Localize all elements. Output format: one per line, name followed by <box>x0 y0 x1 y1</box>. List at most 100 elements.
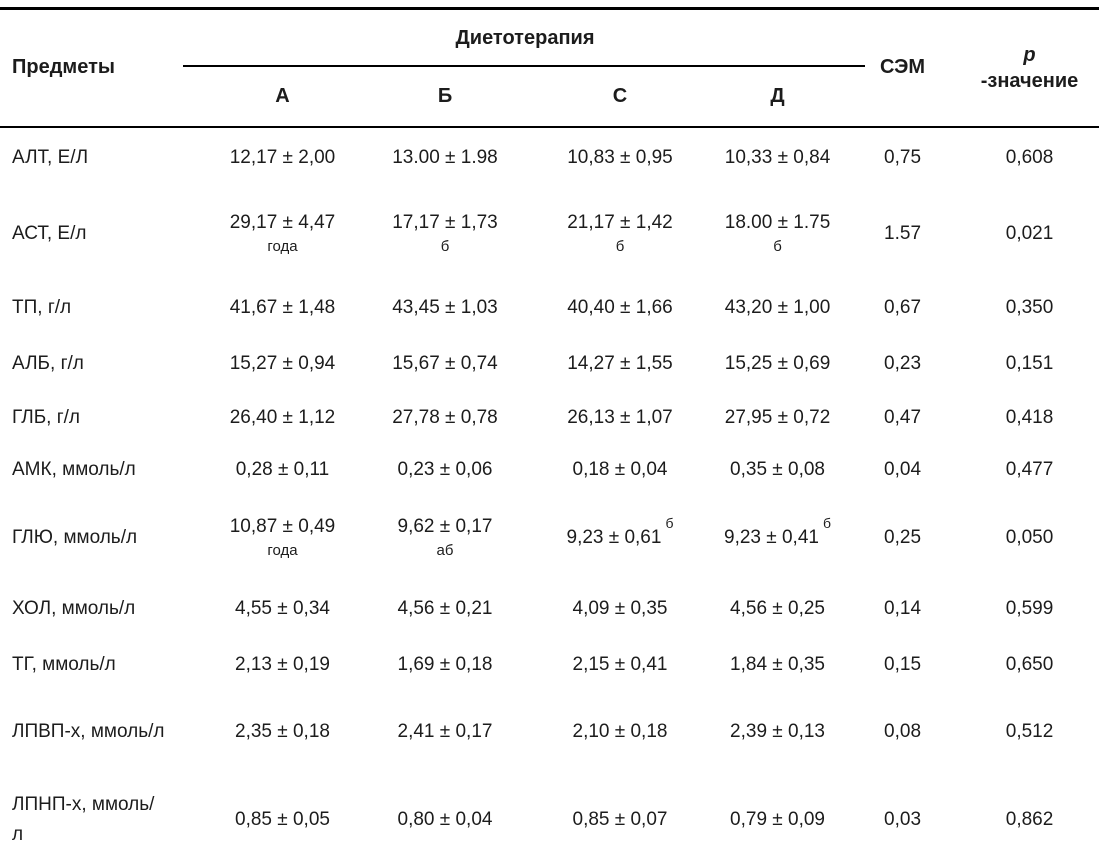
value-p: 0,151 <box>1005 352 1054 374</box>
cell-diet-a: 2,35 ± 0,18 <box>205 692 360 772</box>
significance-note: б <box>773 238 782 255</box>
row-label: ТГ, ммоль/л <box>12 653 116 675</box>
cell-p-value: 0,418 <box>960 391 1099 445</box>
cell-diet-c: 26,13 ± 1,07 <box>530 391 710 445</box>
cell-diet-d: 0,79 ± 0,09 <box>710 772 845 862</box>
cell-sem: 0,23 <box>845 337 960 391</box>
p-symbol: p <box>1023 43 1036 66</box>
row-label: ХОЛ, ммоль/л <box>12 598 136 619</box>
value-diet-d: 15,25 ± 0,69 <box>724 352 831 374</box>
cell-p-value: 0,512 <box>960 692 1099 772</box>
significance-superscript: б <box>822 515 831 532</box>
value-diet-d: 18.00 ± 1.75 <box>724 212 831 233</box>
significance-note: б <box>615 238 625 255</box>
cell-diet-d: 27,95 ± 0,72 <box>710 391 845 445</box>
cell-diet-b: 0,23 ± 0,06 <box>360 445 530 495</box>
value-sem: 0,14 <box>884 598 922 619</box>
value-diet-a: 12,17 ± 2,00 <box>229 147 336 168</box>
value-diet-b: 43,45 ± 1,03 <box>392 296 498 318</box>
value-p: 0,862 <box>1005 808 1054 830</box>
cell-sem: 0,75 <box>845 127 960 189</box>
value-p: 0,608 <box>1005 147 1054 168</box>
col-header-p-value: p -значение <box>960 9 1099 127</box>
value-p: 0,021 <box>1005 222 1054 244</box>
cell-diet-b: 17,17 ± 1,73 б <box>360 189 530 279</box>
cell-sem: 0,67 <box>845 279 960 337</box>
cell-diet-b: 13.00 ± 1.98 <box>360 127 530 189</box>
value-diet-a: 0,85 ± 0,05 <box>235 808 330 830</box>
cell-diet-d: 0,35 ± 0,08 <box>710 445 845 495</box>
value-diet-b: 17,17 ± 1,73 <box>392 212 498 233</box>
value-diet-d: 43,20 ± 1,00 <box>724 296 831 318</box>
cell-sem: 0,47 <box>845 391 960 445</box>
cell-diet-b: 2,41 ± 0,17 <box>360 692 530 772</box>
cell-p-value: 0,021 <box>960 189 1099 279</box>
cell-diet-b: 0,80 ± 0,04 <box>360 772 530 862</box>
cell-diet-a: 41,67 ± 1,48 <box>205 279 360 337</box>
header-row-diets: А Б С Д <box>0 67 1099 127</box>
value-diet-c: 2,10 ± 0,18 <box>572 720 668 742</box>
value-p: 0,477 <box>1005 458 1054 480</box>
row-label: ГЛЮ, ммоль/л <box>12 526 138 548</box>
value-diet-d: 2,39 ± 0,13 <box>730 720 825 742</box>
value-sem: 0,03 <box>884 808 922 830</box>
cell-diet-b: 4,56 ± 0,21 <box>360 581 530 638</box>
value-diet-c: 14,27 ± 1,55 <box>567 352 673 374</box>
table-header: Предметы Диетотерапия СЭМ p -значение А … <box>0 9 1099 127</box>
row-label: АЛБ, г/л <box>12 352 84 374</box>
cell-diet-b: 43,45 ± 1,03 <box>360 279 530 337</box>
cell-diet-c: 0,18 ± 0,04 <box>530 445 710 495</box>
value-diet-c: 26,13 ± 1,07 <box>567 406 673 428</box>
significance-note: года <box>267 542 298 559</box>
table-row: АЛТ, Е/Л 12,17 ± 2,00 13.00 ± 1.98 10,83… <box>0 127 1099 189</box>
value-diet-a: 15,27 ± 0,94 <box>229 352 336 374</box>
cell-diet-a: 10,87 ± 0,49 года <box>205 495 360 581</box>
row-label: ГЛБ, г/л <box>12 406 81 428</box>
cell-diet-d: 43,20 ± 1,00 <box>710 279 845 337</box>
value-sem: 0,15 <box>884 653 922 675</box>
cell-sem: 0,15 <box>845 638 960 692</box>
value-diet-b: 2,41 ± 0,17 <box>397 720 493 742</box>
value-diet-a: 29,17 ± 4,47 <box>229 212 336 233</box>
table-body: АЛТ, Е/Л 12,17 ± 2,00 13.00 ± 1.98 10,83… <box>0 127 1099 862</box>
p-value-label: -значение <box>980 69 1079 92</box>
cell-diet-a: 2,13 ± 0,19 <box>205 638 360 692</box>
value-diet-b: 0,23 ± 0,06 <box>397 458 493 480</box>
value-sem: 0,67 <box>884 296 922 318</box>
col-header-subjects: Предметы <box>12 56 115 79</box>
table-row: ЛПНП-х, ммоль/л 0,85 ± 0,05 0,80 ± 0,04 … <box>0 772 1099 862</box>
col-header-sem: СЭМ <box>879 56 926 79</box>
cell-diet-c: 21,17 ± 1,42 б <box>530 189 710 279</box>
value-p: 0,050 <box>1005 526 1054 548</box>
cell-p-value: 0,050 <box>960 495 1099 581</box>
value-diet-c: 2,15 ± 0,41 <box>572 653 668 675</box>
row-label: ЛПВП-х, ммоль/л <box>12 720 165 742</box>
cell-diet-d: 2,39 ± 0,13 <box>710 692 845 772</box>
cell-p-value: 0,350 <box>960 279 1099 337</box>
value-p: 0,418 <box>1005 406 1054 428</box>
value-diet-b: 15,67 ± 0,74 <box>392 352 498 374</box>
table-row: АЛБ, г/л 15,27 ± 0,94 15,67 ± 0,74 14,27… <box>0 337 1099 391</box>
cell-diet-b: 9,62 ± 0,17 аб <box>360 495 530 581</box>
cell-p-value: 0,477 <box>960 445 1099 495</box>
cell-diet-d: 18.00 ± 1.75 б <box>710 189 845 279</box>
row-label: АЛТ, Е/Л <box>12 147 89 168</box>
value-diet-d: 1,84 ± 0,35 <box>730 653 825 675</box>
cell-diet-d: 4,56 ± 0,25 <box>710 581 845 638</box>
significance-note: аб <box>436 542 454 559</box>
value-diet-a: 41,67 ± 1,48 <box>229 296 336 318</box>
cell-diet-d: 9,23 ± 0,41б <box>710 495 845 581</box>
value-diet-d: 4,56 ± 0,25 <box>730 598 825 619</box>
value-diet-a: 4,55 ± 0,34 <box>235 598 330 619</box>
value-sem: 0,23 <box>884 352 922 374</box>
cell-diet-a: 26,40 ± 1,12 <box>205 391 360 445</box>
value-sem: 0,47 <box>884 406 922 428</box>
col-header-diet-c: С <box>612 84 628 107</box>
table-row: ТГ, ммоль/л 2,13 ± 0,19 1,69 ± 0,18 2,15… <box>0 638 1099 692</box>
cell-diet-a: 4,55 ± 0,34 <box>205 581 360 638</box>
col-header-diet-b: Б <box>437 84 453 107</box>
cell-diet-a: 12,17 ± 2,00 <box>205 127 360 189</box>
cell-diet-b: 15,67 ± 0,74 <box>360 337 530 391</box>
diet-therapy-group-label: Диетотерапия <box>455 26 595 49</box>
